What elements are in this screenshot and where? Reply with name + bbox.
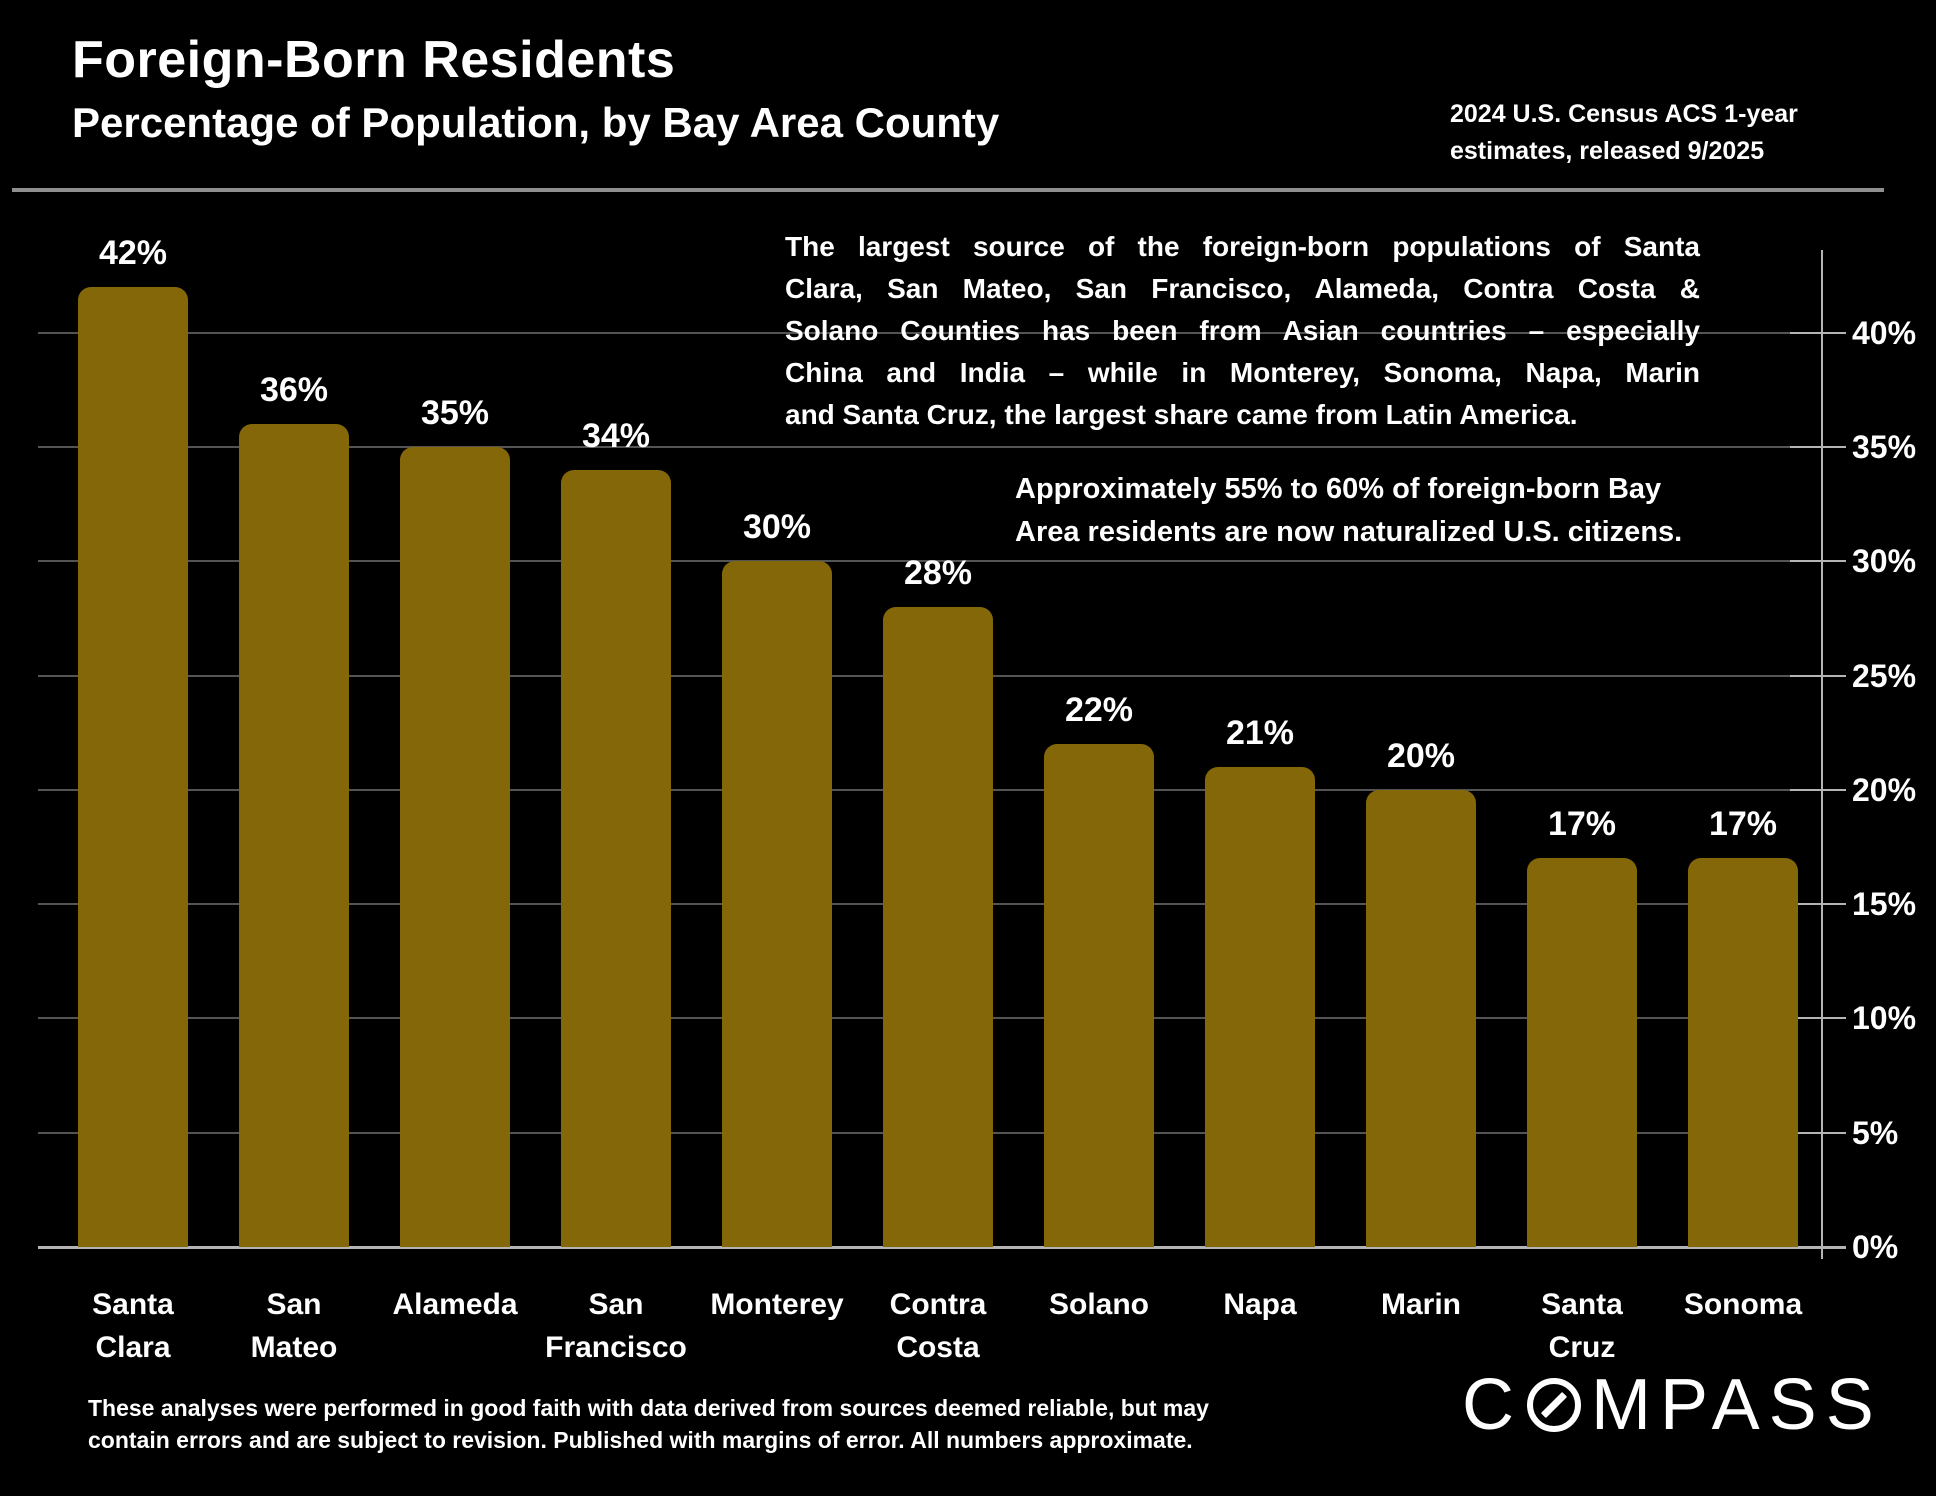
bar-value-alameda: 35% — [420, 394, 490, 432]
x-axis-baseline — [38, 1246, 1846, 1249]
y-tick-20 — [1790, 789, 1846, 791]
x-label-san-francisco: San Francisco — [545, 1288, 687, 1364]
compass-logo: C MPASS — [1462, 1365, 1883, 1445]
y-tick-label-35: 35% — [1852, 429, 1917, 465]
y-tick-label-40: 40% — [1852, 315, 1917, 351]
source-note-line1: 2024 U.S. Census ACS 1-year — [1450, 100, 1798, 128]
bar-alameda — [400, 447, 510, 1247]
bar-value-sonoma: 17% — [1708, 805, 1778, 843]
y-axis-line — [1821, 250, 1823, 1259]
y-tick-10 — [1790, 1017, 1846, 1019]
y-tick-30 — [1790, 560, 1846, 562]
bar-value-marin: 20% — [1386, 737, 1456, 775]
y-tick-label-10: 10% — [1852, 1000, 1917, 1036]
x-label-san-mateo: San Mateo — [250, 1288, 338, 1364]
bar-value-solano: 22% — [1064, 691, 1134, 729]
x-label-santa-clara: Santa Clara — [92, 1288, 174, 1364]
bar-san-francisco — [561, 470, 671, 1247]
annotation-primary-line-5: and Santa Cruz, the largest share came f… — [785, 399, 1578, 430]
y-tick-35 — [1790, 446, 1846, 448]
x-label-napa: Napa — [1223, 1288, 1297, 1321]
x-label-contra-costa: Contra Costa — [889, 1288, 987, 1364]
annotation-secondary: Approximately 55% to 60% of foreign-born… — [1015, 468, 1795, 554]
gridline-40 — [38, 332, 1821, 334]
y-tick-25 — [1790, 675, 1846, 677]
bar-contra-costa — [883, 607, 993, 1247]
disclaimer-line2: contain errors and are subject to revisi… — [88, 1427, 1193, 1453]
annotation-primary: The largest source of the foreign-born p… — [785, 226, 1700, 436]
bar-santa-clara — [78, 287, 188, 1247]
bar-value-santa-cruz: 17% — [1547, 805, 1617, 843]
bar-value-napa: 21% — [1225, 714, 1295, 752]
bar-value-contra-costa: 28% — [903, 554, 973, 592]
gridline-35 — [38, 446, 1821, 448]
x-label-sonoma: Sonoma — [1683, 1288, 1803, 1321]
x-label-marin: Marin — [1380, 1288, 1461, 1321]
y-tick-label-30: 30% — [1852, 543, 1917, 579]
compass-logo-text-c: C — [1462, 1365, 1523, 1445]
annotation-secondary-line-2: Area residents are now naturalized U.S. … — [1015, 516, 1683, 548]
x-label-santa-cruz: Santa Cruz — [1541, 1288, 1623, 1364]
header-divider — [12, 188, 1884, 192]
annotation-primary-line-2: Clara, San Mateo, San Francisco, Alameda… — [785, 273, 1700, 304]
bar-santa-cruz — [1527, 858, 1637, 1247]
bar-sonoma — [1688, 858, 1798, 1247]
x-label-solano: Solano — [1048, 1288, 1149, 1321]
bar-san-mateo — [239, 424, 349, 1247]
bar-value-monterey: 30% — [742, 508, 812, 546]
bar-napa — [1205, 767, 1315, 1247]
annotation-secondary-line-1: Approximately 55% to 60% of foreign-born… — [1015, 473, 1662, 505]
compass-needle-icon — [1527, 1378, 1581, 1432]
y-tick-15 — [1790, 903, 1846, 905]
annotation-primary-line-3: Solano Counties has been from Asian coun… — [785, 315, 1700, 346]
bar-monterey — [722, 561, 832, 1247]
bar-value-san-mateo: 36% — [259, 371, 329, 409]
x-label-monterey: Monterey — [710, 1288, 844, 1321]
y-tick-label-25: 25% — [1852, 658, 1917, 694]
y-tick-5 — [1790, 1132, 1846, 1134]
source-note-line2: estimates, released 9/2025 — [1450, 137, 1765, 165]
page-title: Foreign-Born Residents — [72, 31, 676, 89]
disclaimer-line1: These analyses were performed in good fa… — [88, 1395, 1209, 1421]
annotation-primary-line-1: The largest source of the foreign-born p… — [785, 231, 1700, 262]
bar-marin — [1366, 790, 1476, 1247]
annotation-primary-line-4: China and India – while in Monterey, Son… — [785, 357, 1700, 388]
y-tick-label-0: 0% — [1852, 1229, 1899, 1265]
bar-value-santa-clara: 42% — [98, 234, 168, 272]
y-tick-40 — [1790, 332, 1846, 334]
footer-disclaimer: These analyses were performed in good fa… — [88, 1392, 1209, 1456]
y-tick-label-5: 5% — [1852, 1115, 1899, 1151]
bar-value-san-francisco: 34% — [581, 417, 651, 455]
y-tick-label-15: 15% — [1852, 886, 1917, 922]
x-label-alameda: Alameda — [392, 1288, 518, 1321]
compass-logo-text-mpass: MPASS — [1591, 1365, 1883, 1445]
y-tick-label-20: 20% — [1852, 772, 1917, 808]
bar-solano — [1044, 744, 1154, 1247]
page-subtitle: Percentage of Population, by Bay Area Co… — [72, 99, 1000, 146]
source-note: 2024 U.S. Census ACS 1-year estimates, r… — [1450, 96, 1798, 170]
gridline-30 — [38, 560, 1821, 562]
